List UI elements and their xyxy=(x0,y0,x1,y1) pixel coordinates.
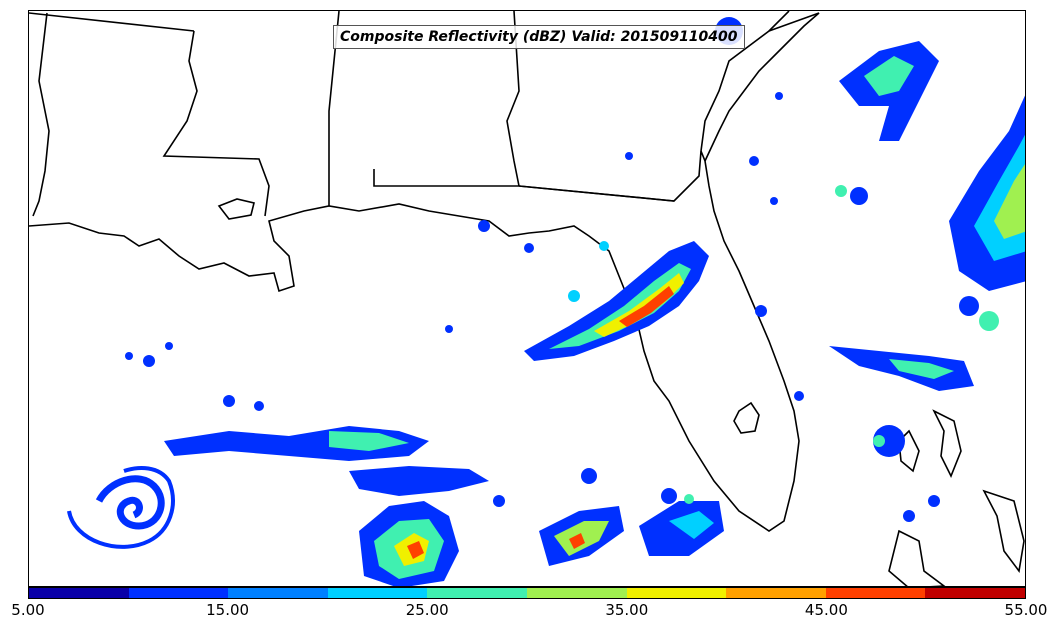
echo-cell xyxy=(599,241,609,251)
echo-gulf-band-center xyxy=(349,466,489,496)
bahamas-abaco xyxy=(932,409,962,478)
echo-cell xyxy=(254,401,264,411)
reflectivity-map xyxy=(29,11,1025,586)
echo-cell xyxy=(755,305,767,317)
echo-cell xyxy=(959,296,979,316)
echo-east-line-core xyxy=(889,359,954,379)
echo-cell xyxy=(493,495,505,507)
colorbar-segment xyxy=(427,588,527,598)
radar-echoes xyxy=(67,17,1025,586)
echo-cell xyxy=(775,92,783,100)
state-border-ga-sc xyxy=(700,11,790,152)
echo-cell xyxy=(684,494,694,504)
cuba-north-coast xyxy=(888,529,946,586)
colorbar-tick-label: 5.00 xyxy=(11,601,45,619)
coastline-atlantic xyxy=(704,12,820,162)
echo-atlantic-ne-core xyxy=(994,164,1025,239)
echo-cell xyxy=(835,185,847,197)
colorbar-tick-label: 55.00 xyxy=(1004,601,1048,619)
echo-gulf-band-west-core xyxy=(329,431,409,451)
bahamas-east xyxy=(982,489,1025,573)
colorbar-tick-label: 35.00 xyxy=(605,601,649,619)
state-border-al-ga xyxy=(506,11,520,187)
echo-tropical-spiral-outer xyxy=(67,466,175,549)
lake-pontchartrain xyxy=(217,198,255,220)
map-title: Composite Reflectivity (dBZ) Valid: 2015… xyxy=(333,25,745,49)
echo-squall-line-mid xyxy=(549,263,691,349)
echo-cell xyxy=(903,510,915,522)
coastline-gulf xyxy=(29,150,800,532)
colorbar-segment xyxy=(29,588,129,598)
state-border-ms-la xyxy=(162,30,270,217)
echo-cell xyxy=(165,342,173,350)
echo-squall-line-peak xyxy=(619,286,674,327)
colorbar-tick-label: 45.00 xyxy=(804,601,848,619)
echo-south-gulf-peak xyxy=(407,541,424,559)
state-border-ar-la xyxy=(29,12,195,32)
colorbar xyxy=(28,587,1026,599)
colorbar-segment xyxy=(128,588,229,598)
echo-squall-line-outer xyxy=(524,241,709,361)
echo-cell xyxy=(125,352,133,360)
state-border-ga-fl xyxy=(518,150,702,202)
echo-cell xyxy=(478,220,490,232)
echo-cell xyxy=(581,468,597,484)
echo-keys-core xyxy=(669,511,714,539)
colorbar-tick-label: 15.00 xyxy=(206,601,250,619)
colorbar-segment xyxy=(327,588,428,598)
echo-cell xyxy=(873,435,885,447)
colorbar-tick-label: 25.00 xyxy=(405,601,449,619)
echo-cell xyxy=(749,156,759,166)
echo-carolina-offshore-core xyxy=(864,56,914,96)
echo-cell xyxy=(524,243,534,253)
echo-cell xyxy=(568,290,580,302)
lake-okeechobee xyxy=(733,401,760,434)
echo-cell xyxy=(794,391,804,401)
echo-cell xyxy=(445,325,453,333)
state-border-sc-nc xyxy=(768,12,820,32)
boundary-lines xyxy=(29,11,1025,586)
echo-cell xyxy=(928,495,940,507)
colorbar-segment xyxy=(925,588,1025,598)
colorbar-segment xyxy=(726,588,826,598)
bahamas-andros xyxy=(898,429,920,473)
echo-cell xyxy=(625,152,633,160)
echo-cell xyxy=(661,488,677,504)
colorbar-tick-labels: 5.00 15.00 25.00 35.00 45.00 55.00 xyxy=(0,601,1060,625)
echo-cell xyxy=(770,197,778,205)
colorbar-segment xyxy=(526,588,627,598)
echo-squall-line-core xyxy=(594,273,684,337)
colorbar-segment xyxy=(626,588,727,598)
state-border-la-ms-river xyxy=(32,12,50,217)
map-panel: Composite Reflectivity (dBZ) Valid: 2015… xyxy=(28,10,1026,587)
colorbar-segment xyxy=(228,588,328,598)
echo-gulf-east-peak xyxy=(569,533,585,549)
echo-tropical-spiral xyxy=(95,475,165,530)
echo-cell xyxy=(873,425,905,457)
colorbar-segment xyxy=(825,588,926,598)
echo-cell xyxy=(223,395,235,407)
echo-cell xyxy=(979,311,999,331)
echo-cell xyxy=(850,187,868,205)
echo-cell xyxy=(143,355,155,367)
